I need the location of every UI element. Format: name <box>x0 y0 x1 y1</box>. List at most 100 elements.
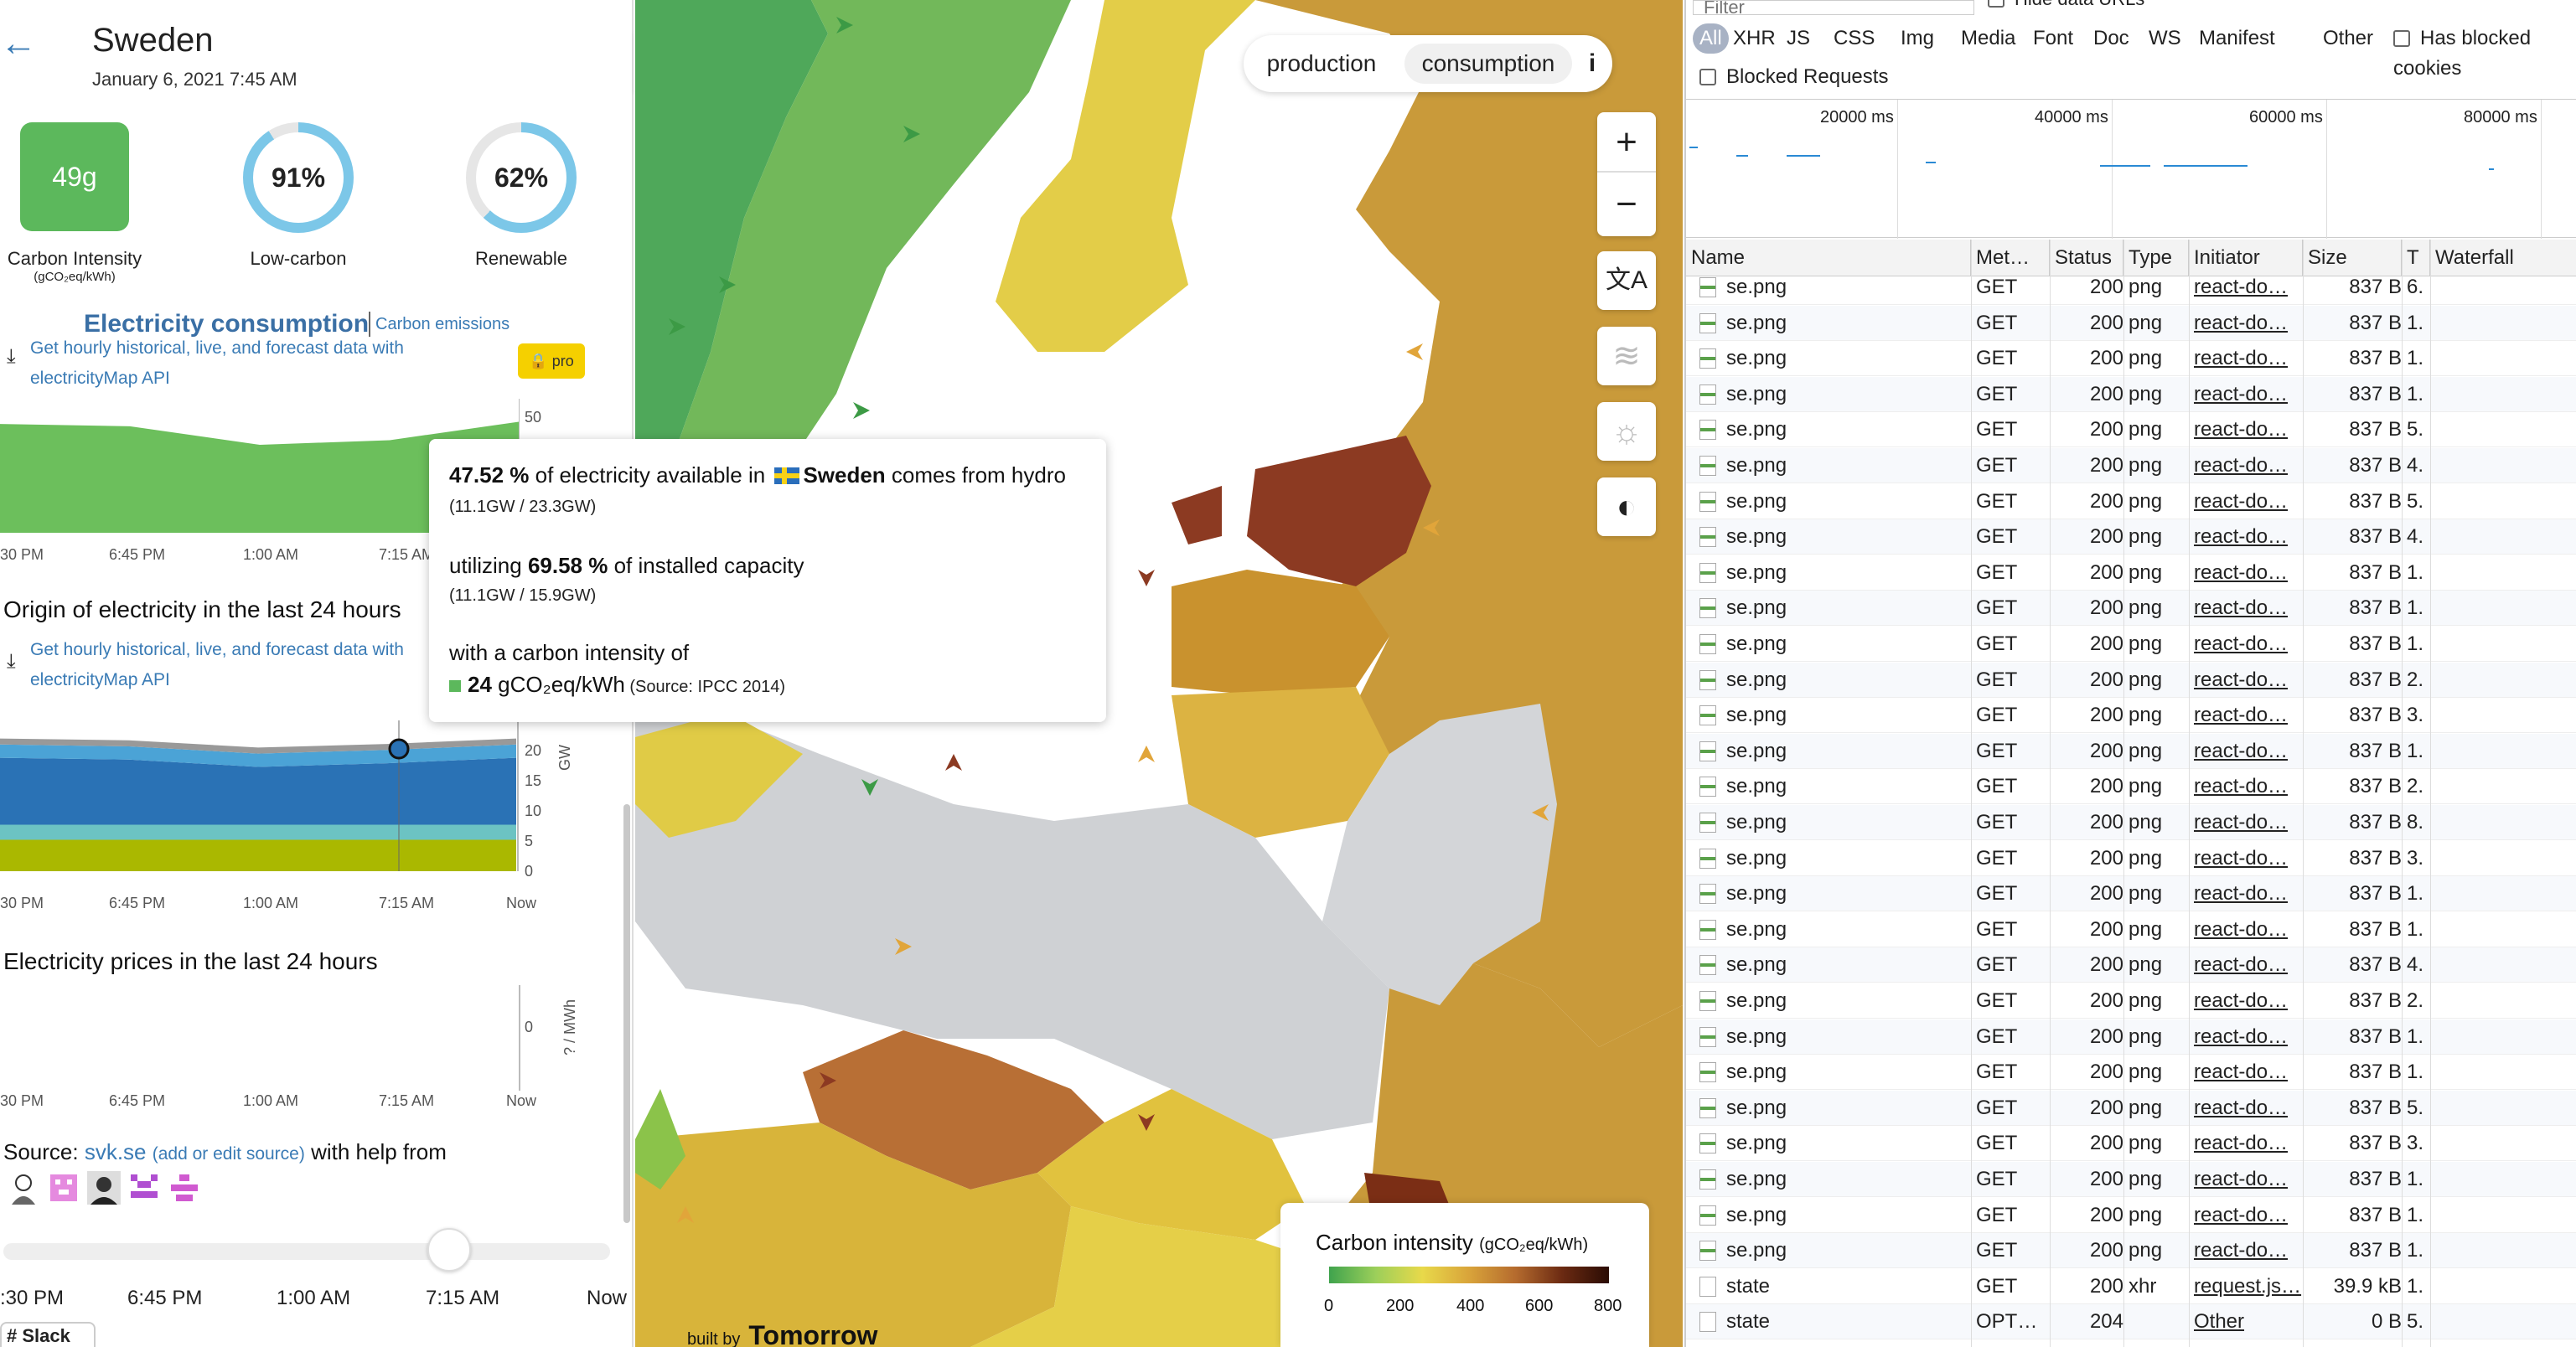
column-header[interactable]: Met… <box>1971 240 2050 276</box>
language-translate-icon[interactable]: 文A <box>1597 251 1656 310</box>
poland-region[interactable] <box>635 720 1389 1139</box>
russia-region[interactable] <box>1255 0 1683 1047</box>
request-row[interactable]: state OPT… 204 Other 0 B 5. <box>1686 1304 2576 1340</box>
request-row[interactable]: se.png GET 200 png react-do… 837 B 1. <box>1686 555 2576 591</box>
request-row[interactable]: se.png GET 200 png react-do… 837 B 5. <box>1686 1090 2576 1126</box>
slack-button[interactable]: # Slack <box>0 1322 96 1347</box>
blocked-requests-option[interactable]: Blocked Requests <box>1699 65 1888 89</box>
prices-chart[interactable] <box>0 980 536 1097</box>
info-button[interactable]: i <box>1588 49 1596 77</box>
request-row[interactable]: se.png GET 200 png react-do… 837 B 1. <box>1686 1055 2576 1091</box>
request-row[interactable]: se.png GET 200 png react-do… 837 B 2. <box>1686 769 2576 805</box>
request-row[interactable]: se.png GET 200 png react-do… 837 B 6. <box>1686 276 2576 305</box>
request-row[interactable]: se.png GET 200 png react-do… 837 B 1. <box>1686 1162 2576 1197</box>
tab-carbon-emissions[interactable]: Carbon emissions <box>375 315 510 333</box>
column-header[interactable]: Initiator <box>2189 240 2303 276</box>
back-arrow-icon[interactable]: ← <box>0 23 37 64</box>
sweden-region[interactable] <box>669 0 1071 536</box>
edit-source-link[interactable]: (add or edit source) <box>152 1144 305 1164</box>
column-header[interactable]: Waterfall <box>2430 240 2576 276</box>
has-blocked-cookies-option[interactable]: Has blocked cookies <box>2393 23 2576 84</box>
latvia-region[interactable] <box>1172 570 1389 695</box>
type-filter-js[interactable]: JS <box>1787 27 1811 49</box>
api-link-text[interactable]: Get hourly historical, live, and forecas… <box>30 338 404 358</box>
request-row[interactable]: se.png GET 200 png react-do… 837 B 5. <box>1686 484 2576 519</box>
source-link[interactable]: svk.se <box>84 1139 147 1164</box>
time-slider-handle[interactable] <box>427 1228 471 1272</box>
request-row[interactable]: state GET 200 xhr request.js… 39.9 kB 1. <box>1686 1269 2576 1304</box>
request-row[interactable]: se.png GET 200 png react-do… 837 B 4. <box>1686 519 2576 555</box>
api-link[interactable]: electricityMap API <box>30 670 170 689</box>
type-filter-media[interactable]: Media <box>1961 27 2016 49</box>
checkbox[interactable] <box>1699 69 1716 85</box>
type-filter-xhr[interactable]: XHR <box>1733 27 1776 49</box>
column-header[interactable]: Name <box>1686 240 1971 276</box>
contributor-avatar[interactable] <box>168 1171 201 1205</box>
request-row[interactable]: se.png GET 200 png react-do… 837 B 1. <box>1686 376 2576 412</box>
request-row[interactable]: se.png GET 200 png react-do… 837 B 4. <box>1686 947 2576 983</box>
request-row[interactable]: se.png GET 200 png react-do… 837 B 1. <box>1686 912 2576 947</box>
time-slider-track[interactable] <box>3 1243 610 1260</box>
wind-layer-icon[interactable]: ≋ <box>1597 327 1656 385</box>
zoom-out-button[interactable]: − <box>1616 183 1637 224</box>
czech-region[interactable] <box>803 1030 1104 1190</box>
contributor-avatar[interactable] <box>47 1171 80 1205</box>
request-row[interactable]: se.png GET 200 png react-do… 837 B 1. <box>1686 627 2576 662</box>
request-row[interactable]: se.png GET 200 png react-do… 837 B 1. <box>1686 1198 2576 1233</box>
request-row[interactable]: se.png GET 200 png react-do… 837 B 2. <box>1686 662 2576 698</box>
request-row[interactable]: se.png GET 200 png react-do… 837 B 1. <box>1686 591 2576 627</box>
germany-south-region[interactable] <box>635 1122 1071 1347</box>
request-row[interactable]: se.png GET 200 png react-do… 837 B 1. <box>1686 1019 2576 1055</box>
api-link[interactable]: electricityMap API <box>30 369 170 388</box>
type-filter-img[interactable]: Img <box>1901 27 1935 49</box>
type-filter-css[interactable]: CSS <box>1834 27 1875 49</box>
network-timeline[interactable]: 20000 ms 40000 ms 60000 ms 80000 ms <box>1686 99 2576 239</box>
api-link-text[interactable]: Get hourly historical, live, and forecas… <box>30 640 404 659</box>
tab-electricity-consumption[interactable]: Electricity consumption <box>84 310 370 338</box>
request-row[interactable]: se.png GET 200 png react-do… 837 B 8. <box>1686 805 2576 840</box>
estonia-region[interactable] <box>1247 436 1431 586</box>
belarus-region[interactable] <box>1322 704 1557 1005</box>
denmark-region[interactable] <box>635 712 803 838</box>
lithuania-region[interactable] <box>1172 687 1389 838</box>
type-filter-doc[interactable]: Doc <box>2093 27 2129 49</box>
request-row[interactable]: se.png GET 200 png react-do… 837 B 1. <box>1686 341 2576 377</box>
norway-region[interactable] <box>635 0 828 503</box>
type-filter-font[interactable]: Font <box>2033 27 2074 49</box>
hungary-region[interactable] <box>970 1206 1306 1347</box>
origin-chart[interactable] <box>0 712 520 880</box>
column-header[interactable]: T <box>2402 240 2430 276</box>
request-row[interactable]: se.png GET 200 png react-do… 837 B 1. <box>1686 305 2576 341</box>
finland-region[interactable] <box>996 0 1255 352</box>
map-canvas[interactable] <box>635 0 1683 1347</box>
request-row[interactable]: se.png GET 200 png react-do… 837 B 3. <box>1686 841 2576 876</box>
hide-data-urls-option[interactable]: Hide data URLs <box>1988 0 2144 10</box>
contributor-avatar[interactable] <box>127 1171 161 1205</box>
request-row[interactable]: se.png GET 200 png react-do… 837 B 1. <box>1686 733 2576 769</box>
request-row[interactable]: se.png GET 200 png react-do… 837 B 1. <box>1686 876 2576 912</box>
type-filter-other[interactable]: Other <box>2323 27 2374 49</box>
contributor-avatar[interactable] <box>87 1171 121 1205</box>
request-row[interactable]: se.png GET 200 png react-do… 837 B 3. <box>1686 1126 2576 1162</box>
checkbox[interactable] <box>2393 30 2410 47</box>
pro-badge[interactable]: 🔒 pro <box>518 343 585 379</box>
request-row[interactable]: se.png GET 200 png react-do… 837 B 4. <box>1686 448 2576 483</box>
panel-scrollbar[interactable] <box>623 804 630 1223</box>
filter-input[interactable] <box>1693 0 1974 15</box>
green-region[interactable] <box>635 1089 685 1190</box>
column-header[interactable]: Type <box>2123 240 2189 276</box>
zoom-in-button[interactable]: + <box>1597 112 1656 173</box>
solar-layer-icon[interactable]: ☼ <box>1597 402 1656 461</box>
slovakia-region[interactable] <box>1037 1089 1306 1240</box>
request-row[interactable]: se.png GET 200 png react-do… 837 B 5. <box>1686 412 2576 448</box>
column-header[interactable]: Size <box>2303 240 2402 276</box>
checkbox[interactable] <box>1988 0 2004 8</box>
request-row[interactable]: se.png GET 200 png react-do… 837 B 1. <box>1686 1233 2576 1269</box>
request-row[interactable]: se.png GET 200 png react-do… 837 B 3. <box>1686 698 2576 734</box>
request-row[interactable]: se.png GET 200 png react-do… 837 B 2. <box>1686 983 2576 1019</box>
contributor-avatar[interactable] <box>7 1171 40 1205</box>
type-filter-all[interactable]: All <box>1693 23 1729 54</box>
production-toggle[interactable]: production <box>1266 50 1377 76</box>
type-filter-manifest[interactable]: Manifest <box>2199 27 2275 49</box>
dark-mode-icon[interactable]: ◐ <box>1597 477 1656 536</box>
